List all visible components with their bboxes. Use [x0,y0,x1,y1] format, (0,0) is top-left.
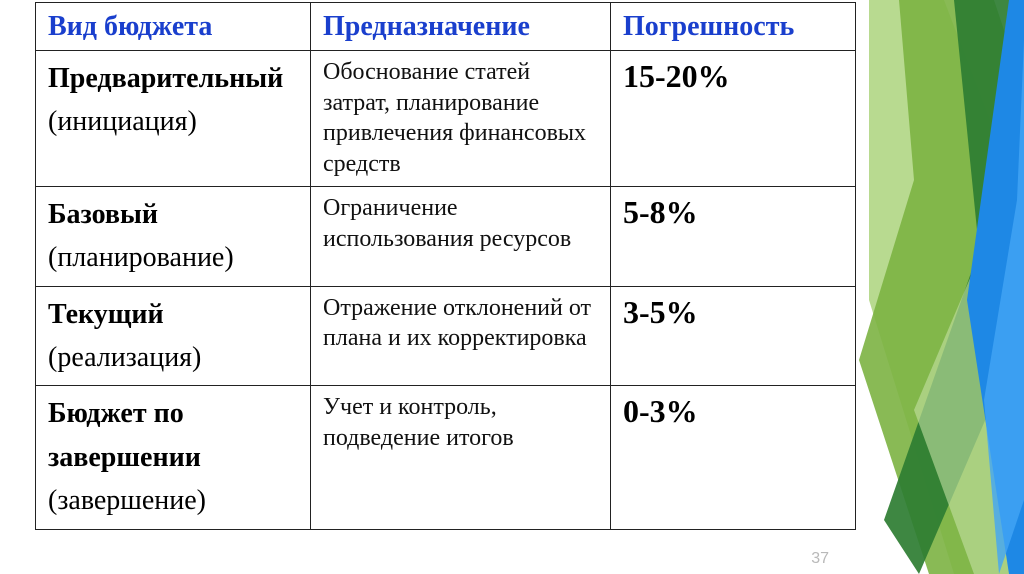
budget-type-stage: (завершение) [48,479,300,522]
cell-error: 3-5% [611,286,856,386]
decor-shape [914,120,1024,574]
slide-number: 37 [811,550,829,568]
decor-shape [859,0,1024,574]
cell-type: Предварительный (инициация) [36,51,311,187]
cell-error: 0-3% [611,386,856,529]
col-header-purpose: Предназначение [311,3,611,51]
table-header-row: Вид бюджета Предназначение Погрешность [36,3,856,51]
budget-table-container: Вид бюджета Предназначение Погрешность П… [35,2,855,530]
table-row: Предварительный (инициация) Обоснование … [36,51,856,187]
cell-error: 5-8% [611,186,856,286]
cell-purpose: Отражение отклонений от плана и их корре… [311,286,611,386]
table-row: Текущий (реализация) Отражение отклонени… [36,286,856,386]
cell-error: 15-20% [611,51,856,187]
table-row: Базовый (планирование) Ограничение испол… [36,186,856,286]
cell-type: Базовый (планирование) [36,186,311,286]
budget-type-stage: (инициация) [48,100,300,143]
cell-type: Текущий (реализация) [36,286,311,386]
budget-type-name: Текущий [48,293,300,336]
slide: Вид бюджета Предназначение Погрешность П… [0,0,1024,574]
cell-type: Бюджет по завершении (завершение) [36,386,311,529]
cell-purpose: Обоснование статей затрат, планирование … [311,51,611,187]
cell-purpose: Учет и контроль, подведение итогов [311,386,611,529]
budget-type-name: Базовый [48,193,300,236]
col-header-error: Погрешность [611,3,856,51]
budget-table: Вид бюджета Предназначение Погрешность П… [35,2,856,530]
decor-shape [967,0,1024,574]
col-header-type: Вид бюджета [36,3,311,51]
budget-type-stage: (реализация) [48,336,300,379]
budget-type-stage: (планирование) [48,236,300,279]
decor-stripe [859,0,1024,574]
decor-shape [984,40,1024,574]
decor-shape [869,0,1024,574]
cell-purpose: Ограничение использования ресурсов [311,186,611,286]
decor-shape [884,0,1024,574]
budget-type-name: Предварительный [48,57,300,100]
table-row: Бюджет по завершении (завершение) Учет и… [36,386,856,529]
budget-type-name: Бюджет по завершении [48,392,300,479]
